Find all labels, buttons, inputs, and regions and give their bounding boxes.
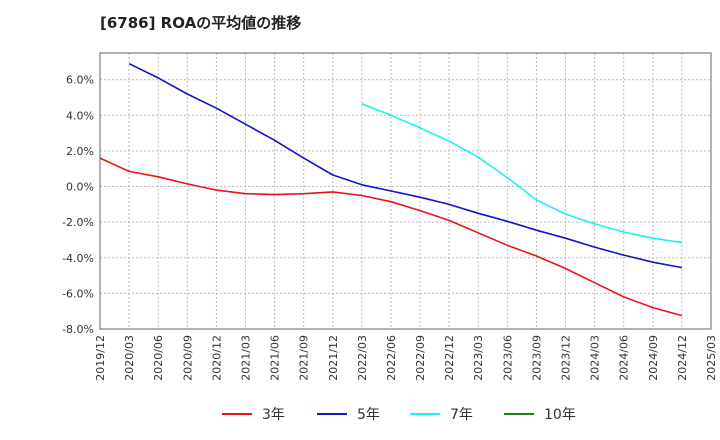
legend-label: 3年 (262, 407, 285, 423)
x-axis-ticks: 2019/12 2020/03 2020/06 2020/09 2020/12 2021/… (94, 335, 718, 381)
x-tick-label: 2024/09 (647, 335, 660, 381)
x-tick-label: 2021/03 (239, 335, 252, 381)
x-tick-label: 2025/03 (705, 335, 718, 381)
y-tick-label: -4.0% (62, 252, 94, 265)
y-tick-label: -2.0% (62, 216, 94, 229)
plot-frame (99, 52, 712, 330)
chart-title: [6786] ROAの平均値の推移 (100, 14, 302, 32)
x-tick-label: 2020/12 (210, 335, 223, 381)
x-tick-label: 2023/12 (560, 335, 573, 381)
x-tick-label: 2024/03 (589, 335, 602, 381)
x-tick-label: 2020/06 (152, 335, 165, 381)
y-tick-label: 2.0% (66, 145, 94, 158)
legend-label: 7年 (450, 407, 473, 423)
y-tick-label: 0.0% (66, 181, 94, 194)
series-line (99, 157, 683, 317)
x-tick-label: 2024/12 (676, 335, 689, 381)
legend-label: 5年 (357, 407, 380, 423)
y-tick-label: -8.0% (62, 323, 94, 336)
x-tick-label: 2020/09 (181, 335, 194, 381)
x-tick-label: 2022/09 (414, 335, 427, 381)
x-tick-label: 2022/06 (385, 335, 398, 381)
legend-label: 10年 (544, 407, 576, 423)
y-tick-label: 6.0% (66, 74, 94, 87)
x-tick-label: 2023/03 (472, 335, 485, 381)
series-line (128, 62, 683, 269)
series-lines (99, 62, 683, 317)
x-tick-label: 2021/12 (327, 335, 340, 381)
legend: 3年 5年 7年 10年 (222, 407, 576, 423)
x-tick-label: 2021/09 (298, 335, 311, 381)
series-line (361, 102, 683, 244)
x-tick-label: 2020/03 (123, 335, 136, 381)
y-tick-label: 4.0% (66, 109, 94, 122)
x-tick-label: 2022/03 (356, 335, 369, 381)
x-tick-label: 2023/09 (530, 335, 543, 381)
x-tick-label: 2024/06 (618, 335, 631, 381)
x-tick-label: 2021/06 (269, 335, 282, 381)
y-axis-ticks: 6.0% 4.0% 2.0% 0.0% -2.0% -4.0% -6.0% -8.0% (62, 74, 94, 336)
grid-lines (99, 53, 712, 330)
x-tick-label: 2022/12 (443, 335, 456, 381)
x-tick-label: 2019/12 (94, 335, 107, 381)
y-tick-label: -6.0% (62, 287, 94, 300)
x-tick-label: 2023/06 (501, 335, 514, 381)
